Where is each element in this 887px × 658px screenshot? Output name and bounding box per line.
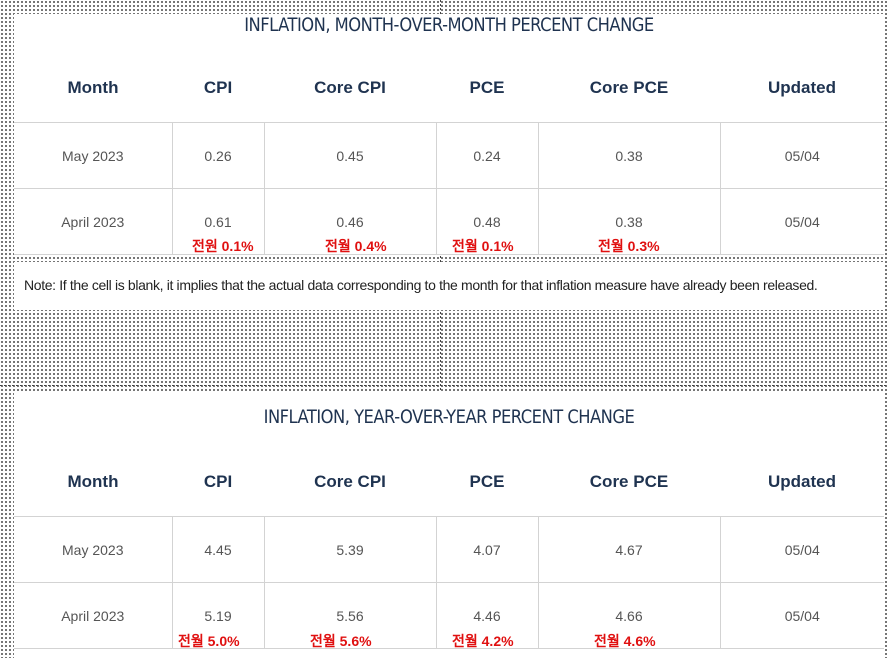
note-bg — [14, 262, 884, 310]
yoy-panel: INFLATION, YEAR-OVER-YEAR PERCENT CHANGE… — [14, 392, 884, 658]
col-header-cpi: CPI — [172, 448, 264, 517]
col-header-pce: PCE — [436, 54, 538, 123]
cell-cpi: 0.61 — [171, 188, 264, 255]
cell-core-pce: 0.38 — [537, 122, 720, 189]
cell-core-cpi: 0.45 — [263, 122, 436, 189]
cell-core-cpi: 5.39 — [263, 516, 436, 583]
page-break-vertical — [440, 0, 441, 658]
col-header-core-cpi: Core CPI — [264, 448, 436, 517]
yoy-table: Month CPI Core CPI PCE Core PCE Updated … — [14, 448, 884, 649]
table-row: April 2023 0.61 0.46 0.48 0.38 05/04 — [14, 188, 884, 255]
cell-updated: 05/04 — [719, 122, 884, 189]
mom-annotation-pce: 전월 0.1% — [452, 238, 514, 254]
mom-annotation-cpi: 전원 0.1% — [192, 238, 254, 254]
yoy-annotation-core-pce: 전월 4.6% — [594, 633, 656, 649]
table-row: May 2023 4.45 5.39 4.07 4.67 05/04 — [14, 516, 884, 583]
cell-core-pce: 4.67 — [537, 516, 720, 583]
cell-updated: 05/04 — [719, 582, 884, 649]
mom-title: INFLATION, MONTH-OVER-MONTH PERCENT CHAN… — [244, 14, 654, 36]
cell-updated: 05/04 — [719, 516, 884, 583]
cell-pce: 4.07 — [435, 516, 538, 583]
mom-header-row: Month CPI Core CPI PCE Core PCE Updated — [14, 54, 884, 123]
cell-core-pce: 0.38 — [537, 188, 720, 255]
cell-month: May 2023 — [14, 516, 172, 583]
cell-month: April 2023 — [14, 188, 172, 255]
page-break-horizontal — [0, 385, 887, 386]
cell-pce: 0.24 — [435, 122, 538, 189]
cell-month: April 2023 — [14, 582, 172, 649]
yoy-annotation-pce: 전월 4.2% — [452, 633, 514, 649]
cell-updated: 05/04 — [719, 188, 884, 255]
cell-pce: 4.46 — [435, 582, 538, 649]
mom-annotation-core-pce: 전월 0.3% — [598, 238, 660, 254]
cell-cpi: 4.45 — [171, 516, 264, 583]
cell-core-pce: 4.66 — [537, 582, 720, 649]
col-header-month: Month — [14, 54, 172, 123]
col-header-core-pce: Core PCE — [538, 448, 720, 517]
cell-cpi: 0.26 — [171, 122, 264, 189]
mom-annotation-core-cpi: 전월 0.4% — [325, 238, 387, 254]
mom-table: Month CPI Core CPI PCE Core PCE Updated … — [14, 54, 884, 255]
col-header-updated: Updated — [720, 448, 884, 517]
col-header-pce: PCE — [436, 448, 538, 517]
col-header-core-cpi: Core CPI — [264, 54, 436, 123]
cell-core-cpi: 0.46 — [263, 188, 436, 255]
cell-core-cpi: 5.56 — [263, 582, 436, 649]
table-row: May 2023 0.26 0.45 0.24 0.38 05/04 — [14, 122, 884, 189]
yoy-annotation-cpi: 전월 5.0% — [178, 633, 240, 649]
col-header-updated: Updated — [720, 54, 884, 123]
table-row: April 2023 5.19 5.56 4.46 4.66 05/04 — [14, 582, 884, 649]
yoy-header-row: Month CPI Core CPI PCE Core PCE Updated — [14, 448, 884, 517]
cell-month: May 2023 — [14, 122, 172, 189]
cell-pce: 0.48 — [435, 188, 538, 255]
mom-panel: INFLATION, MONTH-OVER-MONTH PERCENT CHAN… — [14, 14, 884, 255]
yoy-title: INFLATION, YEAR-OVER-YEAR PERCENT CHANGE — [263, 406, 635, 428]
col-header-month: Month — [14, 448, 172, 517]
cell-cpi: 5.19 — [171, 582, 264, 649]
col-header-core-pce: Core PCE — [538, 54, 720, 123]
note-text: Note: If the cell is blank, it implies t… — [24, 277, 818, 293]
yoy-annotation-core-cpi: 전월 5.6% — [310, 633, 372, 649]
col-header-cpi: CPI — [172, 54, 264, 123]
